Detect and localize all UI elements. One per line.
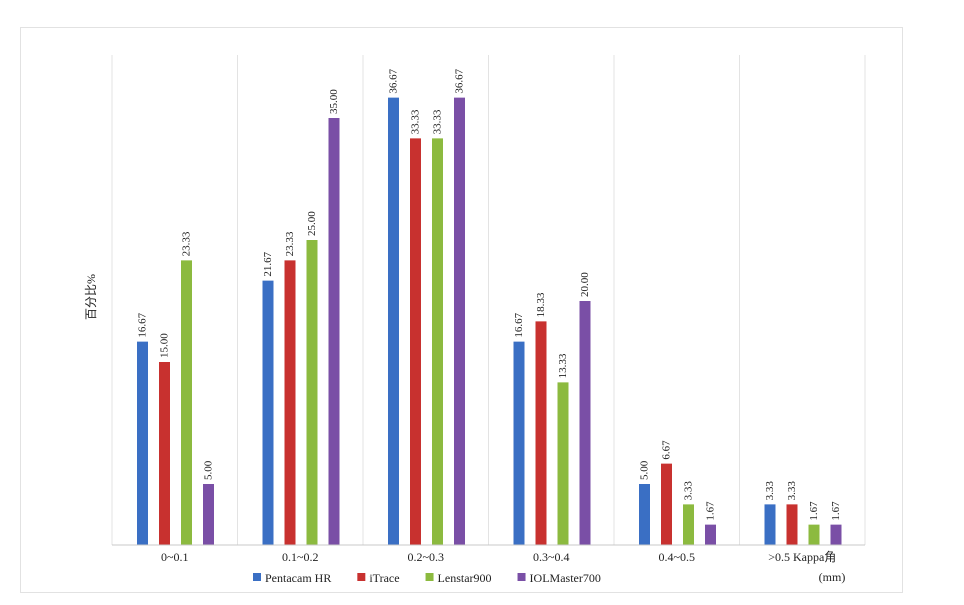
bar xyxy=(328,118,340,545)
data-label: 1.67 xyxy=(830,501,842,521)
bar xyxy=(579,301,591,545)
data-label: 5.00 xyxy=(203,460,215,480)
data-label: 1.67 xyxy=(705,501,717,521)
bar xyxy=(557,382,569,545)
data-label: 3.33 xyxy=(786,481,798,501)
bar xyxy=(410,138,421,545)
legend-label: IOLMaster700 xyxy=(530,571,601,585)
bar xyxy=(262,280,274,545)
data-label: 16.67 xyxy=(513,312,525,337)
data-label: 3.33 xyxy=(683,481,695,501)
data-label: 3.33 xyxy=(764,481,776,501)
data-label: 5.00 xyxy=(639,460,651,480)
legend-label: Lenstar900 xyxy=(438,571,492,585)
legend-swatch xyxy=(253,573,261,581)
x-tick-layer: 0~0.1 0.1~0.2 0.2~0.3 0.3~0.4 0.4~0.5 >0.5 Ka… xyxy=(161,550,836,564)
bar xyxy=(661,463,672,545)
x-tick-label: >0.5 Kappa角 xyxy=(768,550,836,564)
data-label: 21.67 xyxy=(262,251,274,276)
x-axis-unit-label: (mm) xyxy=(819,570,846,584)
bar xyxy=(639,484,650,545)
x-tick-label: 0.2~0.3 xyxy=(408,550,445,564)
chart-frame xyxy=(20,27,903,593)
x-tick-label: 0.4~0.5 xyxy=(659,550,696,564)
grid-layer xyxy=(111,55,866,545)
data-label: 1.67 xyxy=(808,501,820,521)
bar xyxy=(137,341,148,545)
data-label: 23.33 xyxy=(284,231,296,256)
bar xyxy=(535,321,547,545)
x-tick-label: 0.1~0.2 xyxy=(282,550,319,564)
legend-label: iTrace xyxy=(369,571,399,585)
bar xyxy=(683,504,694,545)
data-label-layer: 16.67 15.00 23.33 5.00 21.67 23.33 25.00 35.00 3… xyxy=(137,68,843,520)
data-label: 33.33 xyxy=(410,109,422,134)
bar xyxy=(764,504,776,545)
data-label: 15.00 xyxy=(159,333,171,358)
data-label: 25.00 xyxy=(306,211,318,236)
legend-label: Pentacam HR xyxy=(265,571,331,585)
bar xyxy=(513,341,525,545)
bar xyxy=(830,524,842,545)
legend-swatch xyxy=(357,573,366,581)
data-label: 16.67 xyxy=(137,312,149,337)
data-label: 13.33 xyxy=(557,353,569,378)
bar-layer xyxy=(137,97,842,545)
bar xyxy=(432,138,443,545)
data-label: 33.33 xyxy=(432,109,444,134)
bar xyxy=(388,97,399,545)
bar xyxy=(203,484,214,545)
legend: Pentacam HR iTrace Lenstar900 IOLMaster700 xyxy=(253,571,601,585)
x-tick-label: 0~0.1 xyxy=(161,550,189,564)
bar xyxy=(284,260,296,545)
legend-swatch xyxy=(517,573,526,581)
bar xyxy=(786,504,798,545)
data-label: 18.33 xyxy=(535,292,547,317)
x-tick-label: 0.3~0.4 xyxy=(533,550,570,564)
bar xyxy=(159,362,170,545)
data-label: 35.00 xyxy=(328,89,340,114)
y-axis-label: 百分比% xyxy=(84,274,98,320)
bar xyxy=(454,97,465,545)
data-label: 6.67 xyxy=(661,440,673,460)
data-label: 23.33 xyxy=(181,231,193,256)
data-label: 36.67 xyxy=(454,68,466,93)
bar xyxy=(808,524,820,545)
bar xyxy=(705,524,716,545)
bar xyxy=(181,260,192,545)
legend-swatch xyxy=(425,573,434,581)
data-label: 36.67 xyxy=(388,68,400,93)
data-label: 20.00 xyxy=(579,272,591,297)
bar xyxy=(306,240,318,545)
